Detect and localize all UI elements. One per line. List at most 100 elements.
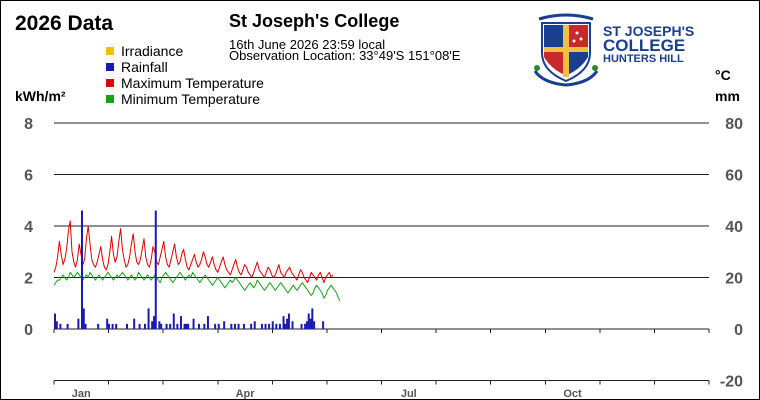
rainfall-bar [183, 323, 186, 329]
rainfall-bar [223, 321, 226, 329]
college-crest-logo [533, 13, 599, 87]
rainfall-bar [165, 323, 168, 329]
chart-legend: Irradiance Rainfall Maximum Temperature … [106, 43, 264, 107]
rainfall-bar [77, 318, 80, 329]
rainfall-bar [82, 308, 85, 329]
rainfall-bar [115, 323, 118, 329]
college-name: St Joseph's College [229, 11, 400, 31]
legend-swatch-max-temp [106, 79, 114, 87]
left-tick-label: 4 [24, 219, 33, 236]
legend-item-irradiance: Irradiance [106, 43, 264, 59]
rainfall-bar [278, 323, 281, 329]
rainfall-bar [151, 321, 154, 329]
rainfall-bar [133, 318, 136, 329]
rainfall-bar [282, 316, 285, 329]
rainfall-bar [253, 321, 256, 329]
rainfall-bar [172, 313, 175, 329]
rainfall-bar [305, 321, 308, 329]
rainfall-bar [309, 318, 312, 329]
rainfall-bar [55, 321, 58, 329]
rainfall-bar [214, 323, 217, 329]
rainfall-bar [187, 323, 190, 329]
rainfall-bar [54, 313, 56, 329]
rainfall-bar [307, 313, 310, 329]
logo-text-line2: COLLEGE [603, 36, 686, 55]
rainfall-bar [80, 210, 83, 329]
series-line-maximum-temperature [53, 220, 334, 284]
rainfall-bar [143, 323, 146, 329]
rainfall-bar [106, 318, 109, 329]
month-label: Jul [401, 388, 417, 399]
legend-item-min-temp: Minimum Temperature [106, 91, 264, 107]
legend-label-max-temp: Maximum Temperature [121, 75, 264, 91]
rainfall-bar [185, 323, 188, 329]
rainfall-bar [203, 323, 206, 329]
right-tick-label: -20 [720, 374, 743, 391]
rainfall-bar [125, 323, 128, 329]
right-tick-label: 20 [725, 271, 743, 288]
rainfall-bar [300, 323, 303, 329]
legend-label-rainfall: Rainfall [121, 59, 168, 75]
rainfall-bar [260, 323, 263, 329]
rainfall-bar [154, 210, 157, 329]
logo-text-line1: ST JOSEPH'S [603, 23, 695, 39]
rainfall-bar [313, 321, 316, 329]
right-tick-label: 40 [725, 219, 743, 236]
left-axis-unit: kWh/m² [15, 88, 66, 104]
rainfall-bar [233, 323, 236, 329]
right-tick-label: 60 [725, 168, 743, 185]
legend-swatch-irradiance [106, 47, 114, 55]
rainfall-bar [250, 323, 253, 329]
rainfall-bar [66, 323, 69, 329]
rainfall-bar [271, 321, 274, 329]
legend-item-max-temp: Maximum Temperature [106, 75, 264, 91]
rainfall-bar [206, 316, 209, 329]
rainfall-bar [217, 323, 220, 329]
left-tick-label: 0 [24, 322, 33, 339]
rainfall-bar [97, 323, 100, 329]
observation-location: Observation Location: 33°49'S 151°08'E [229, 48, 461, 63]
rainfall-bar [84, 323, 87, 329]
month-label: Oct [563, 388, 582, 399]
rainfall-bar [311, 308, 314, 329]
rainfall-bar [147, 308, 150, 329]
rainfall-bar [192, 318, 195, 329]
rainfall-bar [59, 323, 62, 329]
rainfall-bar [291, 321, 294, 329]
legend-label-irradiance: Irradiance [121, 43, 184, 59]
rainfall-bar [286, 318, 289, 329]
chart-year-title: 2026 Data [15, 12, 114, 35]
rainfall-bar [275, 323, 278, 329]
rainfall-bar [197, 323, 200, 329]
rainfall-bar [138, 323, 141, 329]
observation-date: 16th June 2026 23:59 local [229, 37, 386, 52]
rainfall-bar [284, 323, 287, 329]
right-axis-unit-temperature: °C [715, 67, 731, 83]
rainfall-bar [304, 323, 307, 329]
rainfall-bar [111, 323, 114, 329]
rainfall-bar [264, 323, 267, 329]
rainfall-bar [230, 323, 233, 329]
rainfall-bar [179, 316, 182, 329]
legend-item-rainfall: Rainfall [106, 59, 264, 75]
rainfall-bar [152, 316, 155, 329]
rainfall-bar [237, 323, 240, 329]
rainfall-bar [242, 323, 245, 329]
legend-label-min-temp: Minimum Temperature [121, 91, 261, 107]
rainfall-bar [160, 323, 163, 329]
rainfall-bar [169, 323, 172, 329]
right-tick-label: 0 [734, 322, 743, 339]
legend-swatch-min-temp [106, 95, 114, 103]
series-line-minimum-temperature [53, 271, 341, 301]
right-axis-unit-rainfall: mm [715, 88, 740, 104]
month-label: Apr [236, 388, 256, 399]
rainfall-bar [287, 313, 290, 329]
month-label: Jan [72, 388, 91, 399]
rainfall-bar [107, 323, 110, 329]
rainfall-bar [158, 321, 161, 329]
left-tick-label: 6 [24, 168, 33, 185]
rainfall-bar [268, 323, 271, 329]
rainfall-bar [322, 321, 325, 329]
right-tick-label: 80 [725, 116, 743, 133]
